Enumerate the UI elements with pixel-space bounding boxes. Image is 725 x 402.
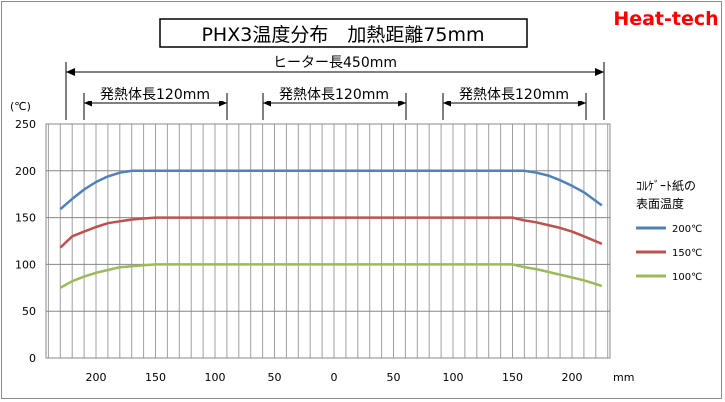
dimension-zone-1: 発熱体長120mm <box>83 85 228 120</box>
dimension-zone-2: 発熱体長120mm <box>262 85 407 120</box>
y-tick-label: 100 <box>15 258 36 271</box>
x-tick-label: 100 <box>205 371 226 384</box>
legend-entry-3: 100℃ <box>672 272 702 283</box>
x-tick-label: 150 <box>502 371 523 384</box>
x-tick-label: 50 <box>268 371 282 384</box>
x-tick-label: 50 <box>387 371 401 384</box>
legend-title-line-2: 表面温度 <box>636 196 684 211</box>
dimension-heater: ヒーター長450mm <box>65 53 605 120</box>
zone-label-1: 発熱体長120mm <box>100 87 210 103</box>
legend-entry-1: 200℃ <box>672 224 702 235</box>
y-axis-label: (℃) <box>10 100 31 113</box>
x-axis-unit: mm <box>613 371 634 384</box>
x-tick-label: 100 <box>443 371 464 384</box>
y-tick-label: 50 <box>22 305 36 318</box>
dimension-zone-3: 発熱体長120mm <box>442 85 587 120</box>
plot-grid <box>45 123 611 359</box>
x-tick-label: 150 <box>145 371 166 384</box>
heater-length-label: ヒーター長450mm <box>273 55 397 71</box>
y-tick-label: 150 <box>15 212 36 225</box>
series-line-2 <box>59 216 603 249</box>
chart-title: PHX3温度分布 加熱距離75mm <box>201 24 484 46</box>
legend: ｺﾙｹﾞｰﾄ紙の 表面温度 200℃ 150℃ 100℃ <box>636 178 702 283</box>
zone-label-3: 発熱体長120mm <box>459 87 569 103</box>
y-tick-label: 0 <box>29 352 36 365</box>
x-tick-label: 200 <box>562 371 583 384</box>
x-tick-label: 200 <box>86 371 107 384</box>
plot-area <box>45 123 611 359</box>
y-tick-label: 200 <box>15 165 36 178</box>
legend-entry-2: 150℃ <box>672 248 702 259</box>
zone-label-2: 発熱体長120mm <box>279 87 389 103</box>
x-tick-label: 0 <box>331 371 338 384</box>
y-tick-label: 250 <box>15 118 36 131</box>
series-line-1 <box>59 169 603 211</box>
series-line-3 <box>59 263 603 289</box>
legend-title-line-1: ｺﾙｹﾞｰﾄ紙の <box>636 178 696 193</box>
brand-logo: Heat-tech <box>613 8 718 30</box>
title-box <box>159 18 528 48</box>
